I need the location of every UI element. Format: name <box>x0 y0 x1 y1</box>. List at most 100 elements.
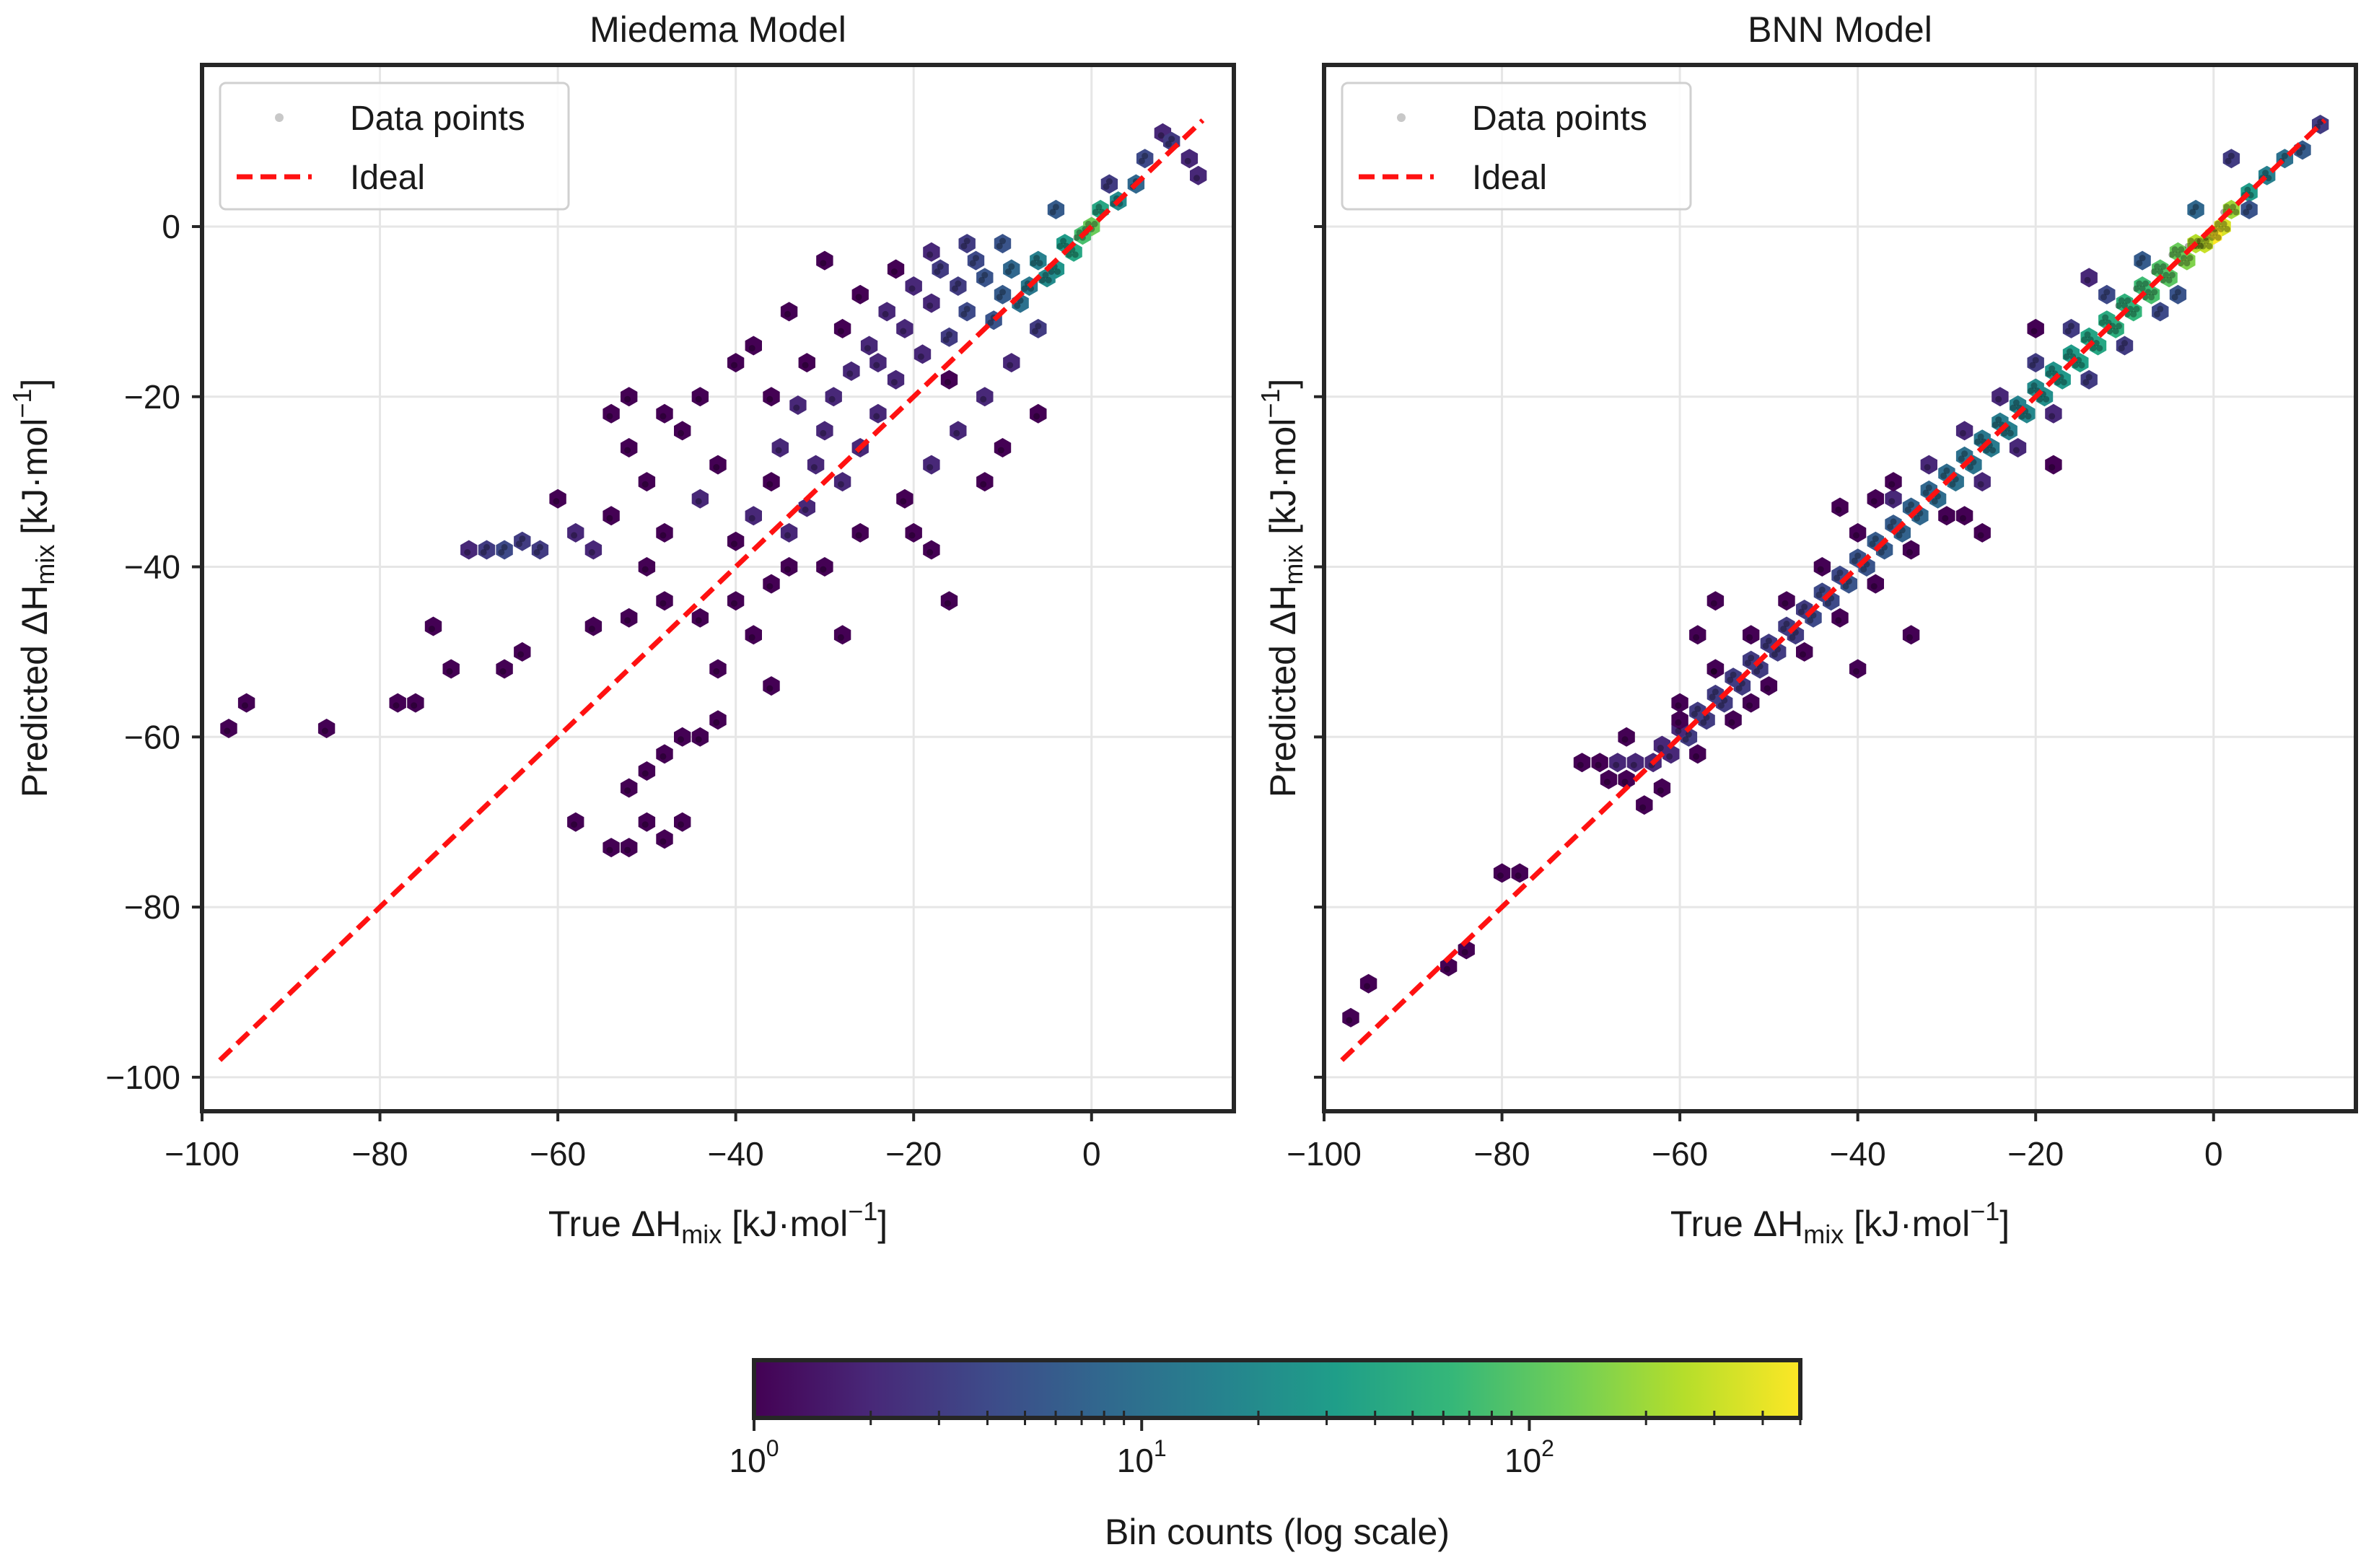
bnn-hexbin <box>1706 591 1725 611</box>
miedema-data-point <box>955 280 962 287</box>
miedema-hexbin <box>691 608 709 628</box>
miedema-data-point <box>1052 203 1059 211</box>
bnn-x-tick-label: −100 <box>1287 1135 1362 1173</box>
bnn-data-point <box>1727 676 1734 683</box>
colorbar-tick-label: 100 <box>729 1435 779 1479</box>
bnn-data-point <box>2160 263 2167 270</box>
bnn-hexbin <box>1573 753 1591 773</box>
bnn-data-point <box>2028 387 2035 394</box>
miedema-hexbin <box>1190 165 1207 185</box>
bnn-data-point <box>1853 668 1859 675</box>
miedema-hexbin <box>896 489 913 509</box>
miedema-hexbin <box>317 719 336 738</box>
bnn-hexbin <box>1902 625 1920 645</box>
bnn-data-point <box>2118 345 2125 352</box>
miedema-data-point <box>606 413 613 420</box>
bnn-data-point <box>1943 467 1950 474</box>
miedema-data-point <box>624 846 631 854</box>
miedema-data-point <box>1005 268 1012 275</box>
bnn-hexbin <box>1609 753 1626 773</box>
miedema-data-point <box>944 379 951 386</box>
bnn-data-point <box>2163 271 2170 279</box>
bnn-data-point <box>1603 779 1611 786</box>
bnn-data-point <box>1992 421 1999 429</box>
bnn-hexbin <box>1867 489 1884 509</box>
miedema-data-point <box>624 617 631 624</box>
bnn-data-point <box>1783 621 1790 627</box>
miedema-data-point <box>713 464 720 471</box>
bnn-hexbin <box>2222 149 2240 169</box>
bnn-data-point <box>1949 481 1956 488</box>
miedema-x-tick-label: −40 <box>708 1135 764 1173</box>
bnn-data-point <box>2168 271 2176 279</box>
miedema-data-point <box>908 285 916 292</box>
miedema-hexbin <box>745 336 762 356</box>
bnn-hexbin <box>2080 268 2098 288</box>
miedema-data-point <box>784 310 791 317</box>
miedema-hexbin <box>1030 318 1047 338</box>
miedema-hexbin <box>638 812 656 832</box>
miedema-hexbin <box>763 574 780 594</box>
bnn-hexbin <box>1618 727 1635 747</box>
bnn-hexbin <box>1831 497 1849 517</box>
bnn-data-point <box>1851 557 1858 564</box>
miedema-data-point <box>606 514 613 522</box>
bnn-data-point <box>1931 498 1938 505</box>
bnn-hexbin <box>2134 276 2151 296</box>
miedema-y-tick-label: −100 <box>105 1059 180 1096</box>
bnn-data-point <box>2085 374 2093 381</box>
bnn-data-point <box>1685 731 1692 738</box>
miedema-hexbin <box>514 531 531 551</box>
miedema-data-point <box>1021 285 1028 292</box>
bnn-data-point <box>1613 761 1620 768</box>
bnn-data-point <box>2157 268 2164 275</box>
bnn-data-point <box>1765 637 1772 644</box>
bnn-legend-box <box>1341 82 1692 211</box>
bnn-hexbin <box>2027 353 2044 373</box>
bnn-data-point <box>1890 518 1897 525</box>
miedema-data-point <box>641 566 649 573</box>
bnn-data-point <box>1824 600 1831 607</box>
miedema-data-point <box>980 395 987 403</box>
bnn-data-point <box>1780 626 1787 633</box>
bnn-data-point <box>2136 280 2143 287</box>
miedema-data-point <box>483 543 490 551</box>
miedema-hexbin <box>869 353 887 373</box>
bnn-data-point <box>2032 356 2039 364</box>
bnn-hexbin <box>1626 753 1644 773</box>
bnn-data-point <box>1853 532 1859 539</box>
miedema-hexbin <box>691 387 709 407</box>
miedema-legend-data-points: Data points <box>350 100 525 138</box>
bnn-data-point <box>1974 438 1981 445</box>
miedema-x-label: True ΔHmix [kJ·mol−1] <box>548 1196 888 1249</box>
bnn-hexbin <box>1813 557 1831 577</box>
miedema-hexbin <box>621 608 638 628</box>
bnn-hexbin <box>2169 242 2187 262</box>
miedema-hexbin <box>976 387 994 407</box>
bnn-data-point <box>1870 498 1878 505</box>
bnn-hexbin <box>1725 710 1742 730</box>
miedema-data-point <box>731 540 737 548</box>
bnn-data-point <box>1763 685 1771 692</box>
miedema-hexbin <box>994 438 1012 457</box>
bnn-data-point <box>1835 617 1842 624</box>
miedema-hexbin <box>584 540 603 560</box>
bnn-hexbin <box>2134 250 2151 271</box>
bnn-hexbin <box>1885 489 1902 509</box>
miedema-data-point <box>980 481 987 488</box>
bnn-hexbin <box>1920 455 1937 475</box>
miedema-data-point <box>934 268 941 275</box>
bnn-data-point <box>1815 591 1823 598</box>
miedema-data-point <box>1056 242 1064 250</box>
miedema-x-tick-label: −80 <box>352 1135 408 1173</box>
colorbar-ticks: 100 101 102 <box>729 1411 1802 1479</box>
bnn-hexbin <box>2080 369 2098 390</box>
miedema-hexbin <box>727 591 745 611</box>
bnn-data-point <box>1515 872 1522 879</box>
miedema-hexbin <box>656 744 673 764</box>
bnn-data-points <box>1346 118 2324 1024</box>
miedema-hexbin <box>958 234 976 254</box>
bnn-data-point <box>1691 711 1698 717</box>
miedema-data-point <box>624 787 631 794</box>
miedema-data-point <box>996 242 1003 250</box>
